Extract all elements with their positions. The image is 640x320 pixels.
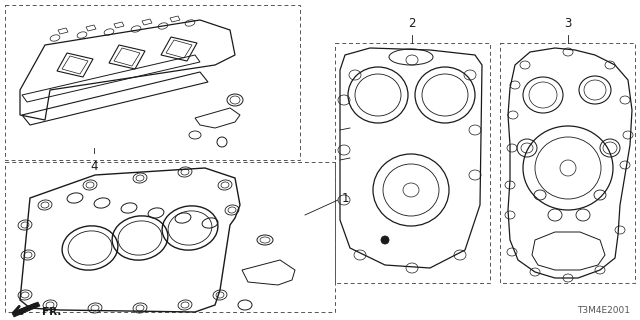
- Polygon shape: [12, 302, 40, 317]
- Text: 4: 4: [90, 160, 98, 173]
- Ellipse shape: [381, 236, 389, 244]
- Text: FR.: FR.: [42, 307, 61, 317]
- Text: 2: 2: [408, 17, 416, 30]
- Text: T3M4E2001: T3M4E2001: [577, 306, 630, 315]
- Text: 1: 1: [342, 191, 349, 204]
- Text: 3: 3: [564, 17, 572, 30]
